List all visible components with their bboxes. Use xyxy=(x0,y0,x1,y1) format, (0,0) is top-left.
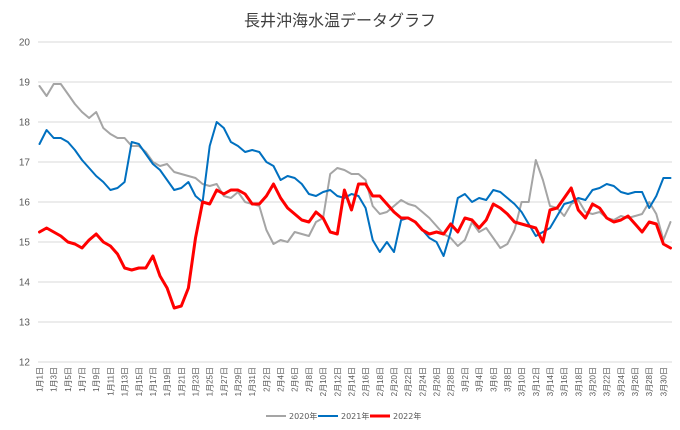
x-tick-label: 3月16日 xyxy=(560,367,569,396)
chart-title: 長井沖海水温データグラフ xyxy=(244,11,436,30)
x-tick-label: 2月24日 xyxy=(418,367,427,396)
legend-item-2020: 2020年 xyxy=(266,411,317,421)
x-tick-label: 2月22日 xyxy=(404,367,413,396)
x-tick-label: 2月16日 xyxy=(362,367,371,396)
x-tick-label: 1月15日 xyxy=(135,367,144,396)
x-tick-label: 1月31日 xyxy=(248,367,257,396)
y-tick-label: 19 xyxy=(19,78,31,89)
x-tick-label: 3月4日 xyxy=(475,367,484,392)
x-tick-label: 2月14日 xyxy=(347,367,356,396)
x-tick-label: 1月27日 xyxy=(220,367,229,396)
x-tick-label: 1月13日 xyxy=(121,367,130,396)
x-tick-label: 1月19日 xyxy=(163,367,172,396)
x-tick-label: 2月26日 xyxy=(433,367,442,396)
y-tick-label: 18 xyxy=(19,118,31,129)
y-tick-label: 13 xyxy=(19,318,31,329)
x-tick-label: 2月12日 xyxy=(333,367,342,396)
x-tick-label: 3月28日 xyxy=(645,367,654,396)
x-tick-label: 3月22日 xyxy=(603,367,612,396)
y-tick-label: 15 xyxy=(19,238,31,249)
x-tick-label: 2月20日 xyxy=(390,367,399,396)
x-tick-label: 2月6日 xyxy=(291,367,300,392)
x-tick-label: 1月17日 xyxy=(149,367,158,396)
legend-label: 2022年 xyxy=(393,411,421,421)
x-tick-label: 2月18日 xyxy=(376,367,385,396)
x-tick-label: 3月20日 xyxy=(589,367,598,396)
x-tick-label: 2月10日 xyxy=(319,367,328,396)
legend-item-2022: 2022年 xyxy=(370,411,421,421)
x-tick-label: 1月7日 xyxy=(78,367,87,392)
x-tick-label: 3月18日 xyxy=(574,367,583,396)
legend: 2020年 2021年 2022年 xyxy=(266,411,421,421)
x-tick-label: 1月25日 xyxy=(206,367,215,396)
series-line-2020 xyxy=(38,83,672,249)
x-tick-label: 3月10日 xyxy=(518,367,527,396)
x-tick-label: 1月9日 xyxy=(92,367,101,392)
x-tick-label: 1月23日 xyxy=(191,367,200,396)
y-tick-label: 12 xyxy=(19,358,31,369)
x-tick-label: 3月30日 xyxy=(659,367,668,396)
x-tick-label: 1月21日 xyxy=(177,367,186,396)
series-line-2021 xyxy=(38,121,672,257)
y-tick-label: 17 xyxy=(19,158,31,169)
x-tick-label: 3月8日 xyxy=(503,367,512,392)
y-axis-ticks: 12 13 14 15 16 17 18 19 20 xyxy=(19,38,31,369)
x-tick-label: 1月3日 xyxy=(50,367,59,392)
x-tick-label: 3月26日 xyxy=(631,367,640,396)
legend-label: 2021年 xyxy=(341,411,369,421)
y-tick-label: 14 xyxy=(19,278,31,289)
x-tick-label: 3月24日 xyxy=(617,367,626,396)
x-axis-ticks: 1月1日 1月3日 1月5日 1月7日 1月9日 1月11日 1月13日 1月15日 1月17日… xyxy=(36,367,669,396)
x-tick-label: 2月28日 xyxy=(447,367,456,396)
x-tick-label: 3月2日 xyxy=(461,367,470,392)
legend-item-2021: 2021年 xyxy=(318,411,369,421)
y-tick-label: 16 xyxy=(19,198,31,209)
series-lines xyxy=(38,83,672,310)
x-tick-label: 1月1日 xyxy=(36,367,45,392)
x-tick-label: 3月6日 xyxy=(489,367,498,392)
x-tick-label: 1月29日 xyxy=(234,367,243,396)
x-tick-label: 1月11日 xyxy=(106,367,115,396)
x-tick-label: 3月12日 xyxy=(532,367,541,396)
y-tick-label: 20 xyxy=(19,38,31,49)
series-line-2022 xyxy=(38,182,672,310)
x-tick-label: 2月8日 xyxy=(305,367,314,392)
x-tick-label: 1月5日 xyxy=(64,367,73,392)
x-tick-label: 2月2日 xyxy=(262,367,271,392)
x-tick-label: 2月4日 xyxy=(277,367,286,392)
legend-label: 2020年 xyxy=(289,411,317,421)
x-tick-label: 3月14日 xyxy=(546,367,555,396)
